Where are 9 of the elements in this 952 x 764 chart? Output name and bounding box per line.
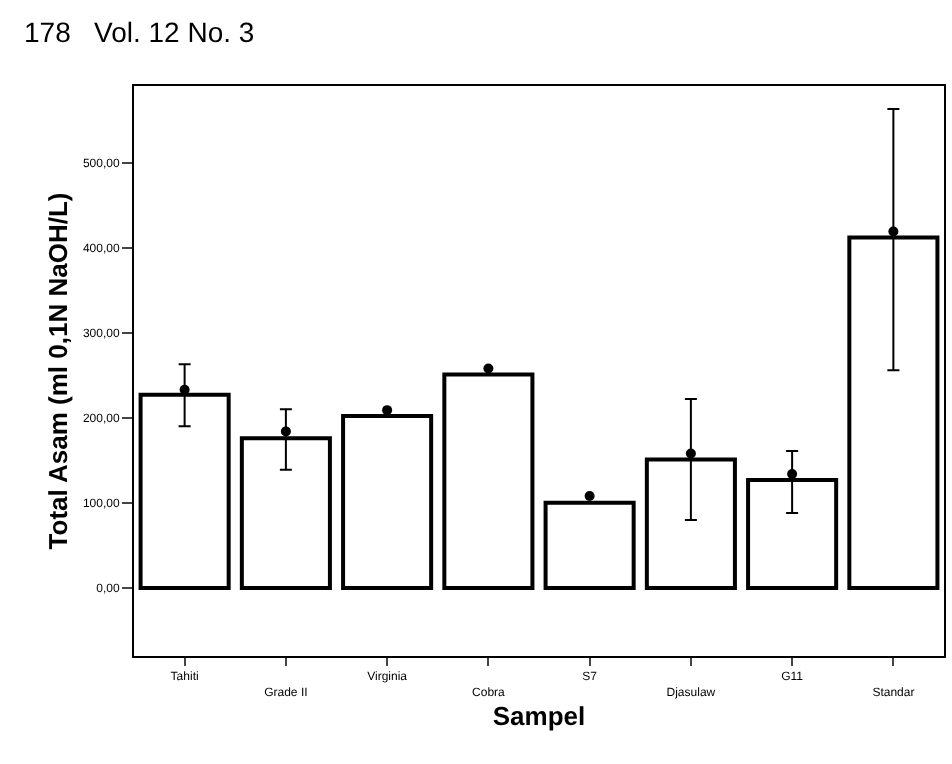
point <box>483 363 494 374</box>
y-axis-title: Total Asam (ml 0,1N NaOH/L) <box>42 192 73 550</box>
point <box>584 491 595 502</box>
point <box>888 226 899 237</box>
point <box>787 468 798 479</box>
point <box>685 448 696 459</box>
x-axis-title: Sampel <box>492 701 586 732</box>
text: 178 Vol. 12 No. 3 <box>24 16 255 48</box>
point <box>280 426 291 437</box>
